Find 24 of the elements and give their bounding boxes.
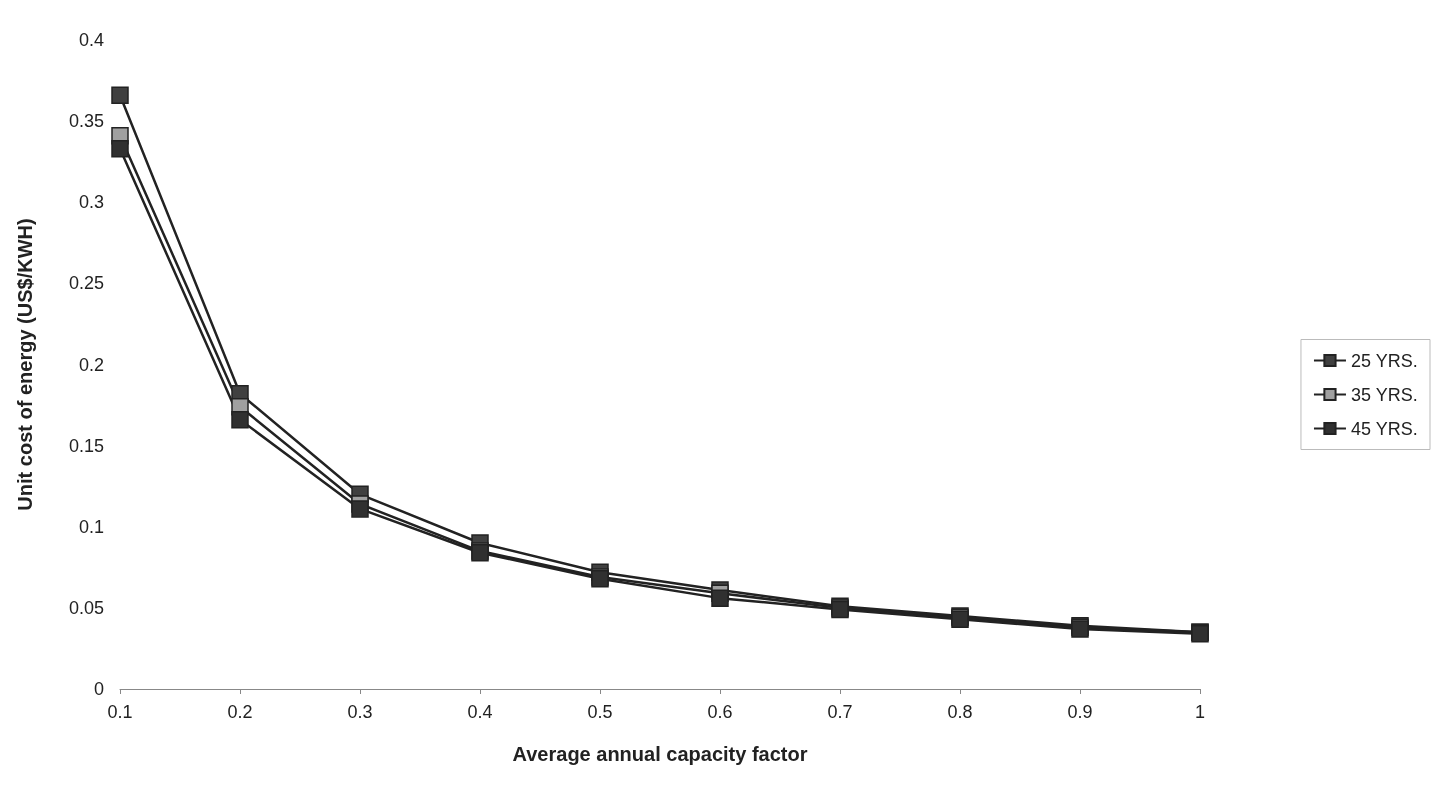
x-tick-label: 0.9 — [1067, 702, 1093, 722]
x-tick-label: 0.2 — [227, 702, 253, 722]
legend-label: 25 YRS. — [1350, 350, 1418, 371]
x-tick-label: 1 — [1194, 702, 1206, 722]
x-tick-label: 0.6 — [707, 702, 733, 722]
x-tick-label: 0.1 — [107, 702, 133, 722]
y-tick-label: 0.35 — [68, 111, 104, 132]
x-tick-label: 0.3 — [347, 702, 373, 722]
x-tick-label: 0.4 — [467, 702, 493, 722]
legend-label: 45 YRS. — [1350, 418, 1418, 439]
y-tick-label: 0.3 — [78, 192, 104, 213]
y-tick-label: 0.1 — [78, 516, 104, 537]
legend-label: 35 YRS. — [1350, 384, 1418, 405]
y-tick-label: 0.15 — [68, 435, 104, 456]
x-tick-label: 0.5 — [587, 702, 613, 722]
y-tick-label: 0.4 — [78, 30, 104, 50]
y-tick-label: 0 — [93, 679, 104, 699]
y-tick-label: 0.05 — [68, 597, 104, 618]
x-tick-label: 0.7 — [827, 702, 853, 722]
x-axis-title: Average annual capacity factor — [512, 743, 808, 765]
y-tick-label: 0.25 — [68, 273, 104, 294]
y-axis-title: Unit cost of energy (US$/KWH) — [14, 218, 36, 511]
x-tick-label: 0.8 — [947, 702, 973, 722]
y-tick-label: 0.2 — [78, 354, 104, 375]
